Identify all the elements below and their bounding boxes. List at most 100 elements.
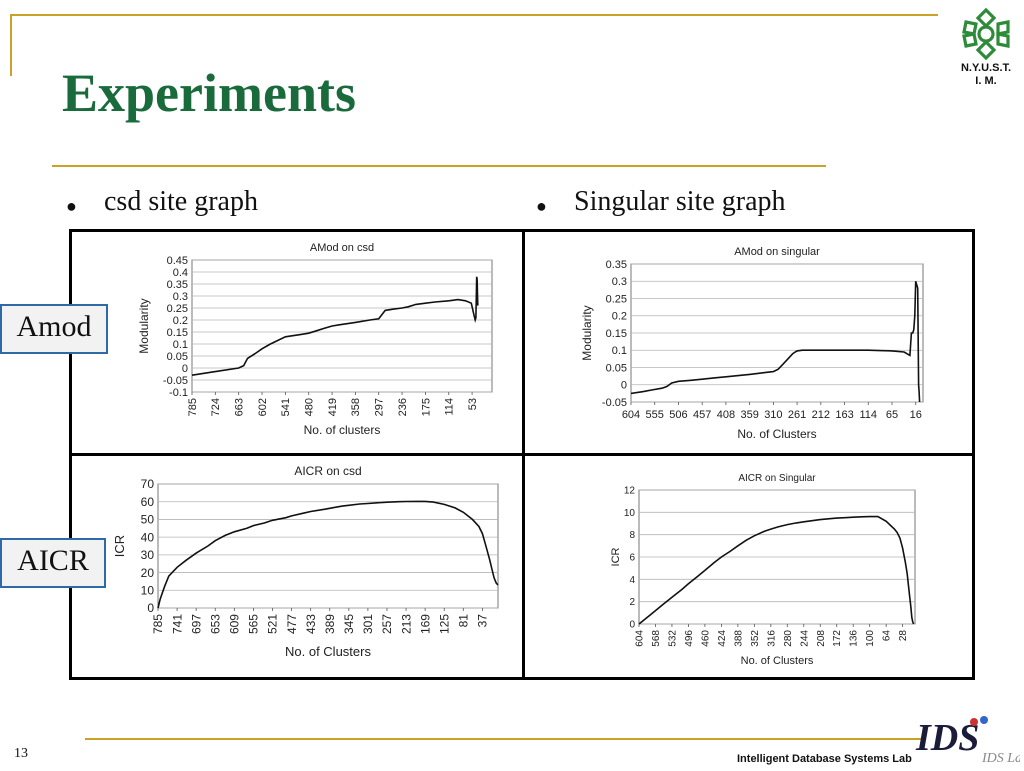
y-tick-label: 2 [629,597,635,608]
x-tick-label: 609 [228,614,242,634]
x-tick-label: 310 [764,409,782,421]
chart-title: AMod on singular [734,246,820,258]
y-tick-label: 12 [624,486,636,497]
nyust-logo [958,6,1014,62]
y-tick-label: 20 [141,566,155,580]
x-tick-label: 53 [467,398,479,410]
x-tick-label: 541 [280,398,292,416]
left-accent-line [10,14,12,76]
y-tick-label: 70 [141,477,155,491]
x-tick-label: 480 [304,398,316,416]
y-tick-label: 8 [629,530,635,541]
x-tick-label: 172 [832,630,843,647]
x-tick-label: 345 [342,614,356,634]
y-tick-label: 0.45 [167,255,188,267]
x-tick-label: 236 [397,398,409,416]
row-label-aicr: AICR [0,538,106,588]
y-tick-label: 40 [141,530,155,544]
top-accent-line [10,14,938,16]
y-tick-label: 0.3 [173,291,188,303]
y-tick-label: 0.35 [606,259,627,271]
y-tick-label: 30 [141,548,155,562]
x-tick-label: 352 [750,630,761,647]
x-tick-label: 65 [886,409,898,421]
page-title: Experiments [62,63,356,123]
y-tick-label: 0.4 [173,267,188,279]
x-tick-label: 212 [812,409,830,421]
title-underline [52,165,826,167]
x-tick-label: 244 [799,630,810,647]
x-tick-label: 261 [788,409,806,421]
logo-text-line2: I. M. [975,75,997,87]
x-tick-label: 408 [717,409,735,421]
y-tick-label: 0 [629,620,635,631]
nyust-logo-icon [962,7,1010,61]
ids-lab-logo: IDS IDS Lab [912,712,1024,766]
x-tick-label: 358 [350,398,362,416]
y-tick-label: 0.15 [606,328,627,340]
x-tick-label: 741 [170,614,184,634]
series-line [191,276,479,376]
y-tick-label: -0.05 [602,397,627,409]
plot-area [191,259,493,393]
x-tick-label: 297 [374,398,386,416]
x-tick-label: 301 [361,614,375,634]
series-line [638,515,915,625]
x-tick-label: 724 [210,398,222,416]
plot-area [157,483,499,609]
ids-lab-logo-text: IDS Lab [981,751,1020,766]
x-tick-label: 424 [717,630,728,647]
x-tick-label: 604 [622,409,640,421]
x-tick-label: 460 [700,630,711,647]
y-tick-label: -0.1 [169,387,188,399]
x-tick-label: 208 [816,630,827,647]
y-tick-label: 0.25 [606,293,627,305]
y-tick-label: 0.2 [173,315,188,327]
footer-line [85,738,923,740]
y-tick-label: 0.35 [167,279,188,291]
x-tick-label: 604 [635,630,646,647]
y-tick-label: 0.05 [167,351,188,363]
y-tick-label: 0.25 [167,303,188,315]
chart-title: AICR on Singular [738,473,816,484]
x-tick-label: 433 [304,614,318,634]
x-tick-label: 506 [669,409,687,421]
y-tick-label: -0.05 [163,375,188,387]
ids-lab-logo-icon: IDS IDS Lab [915,716,1024,766]
svg-text:IDS: IDS [915,717,979,759]
chart-amod-csd: 0.450.40.350.30.250.20.150.10.050-0.05-0… [137,242,493,437]
bullet-csd: csd site graph [104,186,258,217]
x-tick-label: 785 [151,614,165,634]
y-tick-label: 10 [624,508,636,519]
x-tick-label: 653 [208,614,222,634]
y-tick-label: 50 [141,513,155,527]
y-tick-label: 4 [629,575,635,586]
x-tick-label: 163 [835,409,853,421]
x-tick-label: 419 [327,398,339,416]
x-tick-label: 136 [849,630,860,647]
series-line [630,281,921,403]
x-tick-label: 477 [285,614,299,634]
x-tick-label: 521 [266,614,280,634]
x-tick-label: 175 [420,398,432,416]
y-tick-label: 0.05 [606,362,627,374]
x-tick-label: 389 [323,614,337,634]
x-axis-label: No. of Clusters [285,644,371,659]
y-axis-label: ICR [610,547,622,566]
y-tick-label: 6 [629,553,635,564]
x-axis-label: No. of Clusters [737,427,816,441]
logo-text-line1: N.Y.U.S.T. [960,62,1012,74]
x-tick-label: 28 [898,630,909,642]
x-tick-label: 114 [860,409,878,421]
y-axis-label: Modularity [580,305,594,360]
x-tick-label: 213 [399,614,413,634]
y-tick-label: 0.2 [612,311,627,323]
y-tick-label: 0 [182,363,188,375]
series-line [157,500,499,609]
x-tick-label: 257 [380,614,394,634]
x-tick-label: 316 [766,630,777,647]
x-tick-label: 359 [740,409,758,421]
